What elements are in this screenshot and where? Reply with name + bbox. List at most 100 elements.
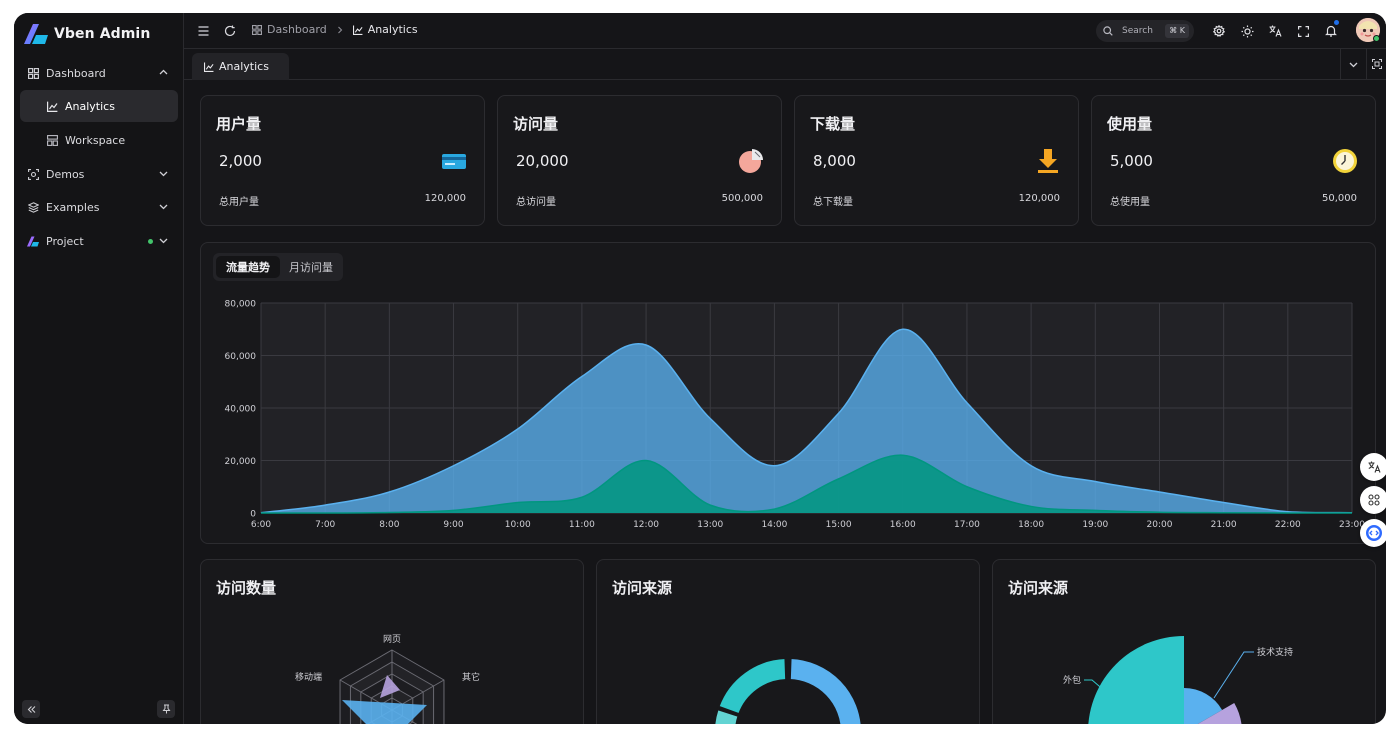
online-status-dot <box>1373 35 1380 42</box>
tabs-bar: Analytics <box>184 49 1386 80</box>
stat-card-visits: 访问量 20,000 总访问量 500,000 <box>497 95 782 226</box>
stat-title: 下载量 <box>810 115 856 133</box>
breadcrumb-item[interactable]: Dashboard <box>267 23 327 36</box>
card-icon <box>442 154 466 169</box>
radar-series-area <box>380 675 400 698</box>
visits-radar-card: 访问数量 网页 其它 移动端 <box>200 559 584 724</box>
tab-traffic-trend[interactable]: 流量趋势 <box>216 256 280 278</box>
stat-card-downloads: 下载量 8,000 总下载量 120,000 <box>794 95 1079 226</box>
x-tick-label: 10:00 <box>505 520 531 530</box>
menu-icon <box>198 26 208 36</box>
chevron-up-icon <box>159 69 168 75</box>
gear-icon <box>1213 25 1225 37</box>
refresh-button[interactable] <box>222 23 238 39</box>
app-window: Vben Admin Dashboard Analytics Workspace <box>14 13 1386 724</box>
demos-icon <box>27 168 39 180</box>
sidebar-item-examples[interactable]: Examples <box>20 191 178 223</box>
x-tick-label: 6:00 <box>251 520 271 530</box>
label-leader-line <box>1213 651 1254 699</box>
stat-card-users: 用户量 2,000 总用户量 120,000 <box>200 95 485 226</box>
stat-title: 使用量 <box>1107 115 1153 133</box>
source-rose-card: 访问来源 技术支持 外包 <box>992 559 1376 724</box>
x-tick-label: 9:00 <box>443 520 463 530</box>
search-button[interactable]: Search ⌘ K <box>1096 20 1194 42</box>
rose-label: 技术支持 <box>1257 646 1293 658</box>
stat-total: 120,000 <box>424 193 466 204</box>
x-tick-label: 17:00 <box>954 520 980 530</box>
top-header: Dashboard Analytics Search ⌘ K <box>184 13 1386 49</box>
app-logo[interactable]: Vben Admin <box>24 20 150 48</box>
x-tick-label: 12:00 <box>633 520 659 530</box>
x-tick-label: 18:00 <box>1018 520 1044 530</box>
tab-analytics[interactable]: Analytics <box>192 53 289 80</box>
radar-indicator-label: 移动端 <box>295 671 322 683</box>
collapse-sidebar-button[interactable] <box>22 700 40 718</box>
translate-icon <box>1368 461 1381 473</box>
series-area <box>261 455 1352 513</box>
tabs-dropdown-button[interactable] <box>1340 49 1366 79</box>
pin-sidebar-button[interactable] <box>157 700 175 718</box>
notification-badge <box>1334 20 1339 25</box>
stat-total-label: 总访问量 <box>516 197 556 208</box>
status-dot <box>148 239 153 244</box>
stat-card-usage: 使用量 5,000 总使用量 50,000 <box>1091 95 1376 226</box>
user-avatar[interactable] <box>1356 18 1380 42</box>
chevron-right-icon <box>337 26 342 33</box>
menu-toggle-button[interactable] <box>195 23 211 39</box>
double-chevron-left-icon <box>27 705 35 713</box>
tab-monthly-visits[interactable]: 月访问量 <box>289 261 333 274</box>
x-tick-label: 19:00 <box>1082 520 1108 530</box>
settings-button[interactable] <box>1211 23 1227 39</box>
stat-value: 5,000 <box>1110 152 1153 170</box>
stat-title: 访问量 <box>513 115 559 133</box>
bell-icon <box>1325 25 1337 37</box>
card-title: 访问来源 <box>1008 579 1069 597</box>
vben-logo-icon <box>24 24 48 44</box>
chart-icon <box>204 62 214 72</box>
chevron-down-icon <box>159 171 168 177</box>
x-tick-label: 20:00 <box>1147 520 1173 530</box>
examples-icon <box>27 201 39 213</box>
language-button[interactable] <box>1267 23 1283 39</box>
donut-slice <box>717 657 788 716</box>
sidebar-item-label: Examples <box>46 200 100 214</box>
rose-slice <box>1197 703 1242 724</box>
x-tick-label: 13:00 <box>697 520 723 530</box>
notifications-button[interactable] <box>1323 23 1339 39</box>
clock-icon <box>1333 149 1357 173</box>
sidebar-item-dashboard[interactable]: Dashboard <box>20 57 178 89</box>
fullscreen-icon <box>1297 25 1309 37</box>
fullscreen-button[interactable] <box>1295 23 1311 39</box>
theme-toggle-button[interactable] <box>1239 23 1255 39</box>
sun-icon <box>1241 25 1253 37</box>
download-icon <box>1038 149 1058 173</box>
dashboard-icon <box>252 24 262 35</box>
search-icon <box>1103 26 1113 36</box>
stat-total: 500,000 <box>721 193 763 204</box>
donut-chart <box>713 657 863 724</box>
sidebar: Vben Admin Dashboard Analytics Workspace <box>14 13 184 724</box>
breadcrumb: Dashboard Analytics <box>252 23 418 36</box>
apps-icon <box>1368 494 1380 506</box>
sidebar-item-workspace[interactable]: Workspace <box>20 124 178 156</box>
x-tick-label: 7:00 <box>315 520 335 530</box>
x-tick-label: 8:00 <box>379 520 399 530</box>
source-donut-card: 访问来源 <box>596 559 980 724</box>
search-label: Search <box>1122 26 1153 36</box>
sidebar-item-project[interactable]: Project <box>20 225 178 257</box>
sidebar-item-demos[interactable]: Demos <box>20 158 178 190</box>
translate-icon <box>1269 25 1282 37</box>
rose-slice <box>1184 688 1223 724</box>
chart-icon <box>46 100 58 112</box>
floating-apps-button[interactable] <box>1360 486 1386 514</box>
sidebar-item-label: Analytics <box>65 99 115 113</box>
sidebar-item-label: Workspace <box>65 133 126 147</box>
tab-maximize-button[interactable] <box>1366 49 1386 79</box>
sidebar-item-label: Project <box>46 234 84 248</box>
floating-translate-button[interactable] <box>1360 453 1386 481</box>
breadcrumb-current: Analytics <box>367 23 418 36</box>
floating-assistant-button[interactable] <box>1360 519 1386 547</box>
sidebar-item-analytics[interactable]: Analytics <box>20 90 178 122</box>
chevron-down-icon <box>159 238 168 244</box>
